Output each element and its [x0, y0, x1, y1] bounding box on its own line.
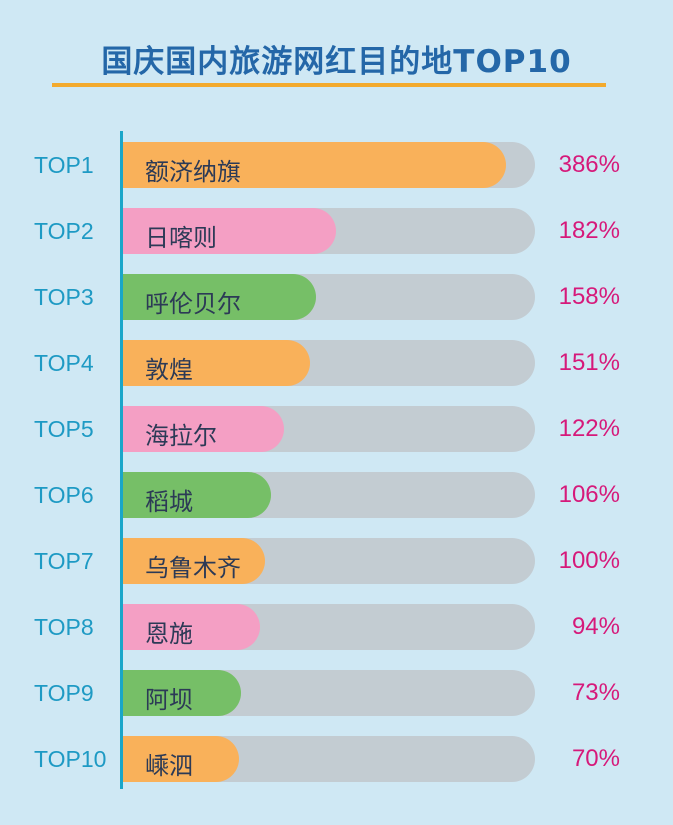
bar-fill	[123, 406, 285, 452]
bar-row: TOP7 乌鲁木齐 100%	[0, 538, 673, 584]
bar-fill	[123, 340, 310, 386]
bar-track	[123, 538, 535, 584]
rank-label: TOP10	[34, 746, 107, 772]
value-label: 386%	[558, 151, 620, 178]
rank-label: TOP5	[34, 416, 94, 442]
value-label: 73%	[571, 679, 620, 706]
value-label: 151%	[558, 349, 620, 376]
bar-row: TOP3 呼伦贝尔 158%	[0, 274, 673, 320]
rank-label: TOP9	[34, 680, 94, 706]
category-label: 海拉尔	[145, 422, 217, 450]
axis-line	[120, 131, 123, 789]
bar-fill	[123, 670, 242, 716]
bar-fill	[123, 142, 506, 188]
bar-fill	[123, 604, 261, 650]
category-label: 恩施	[145, 620, 193, 648]
bar-track	[123, 604, 535, 650]
bar-track	[123, 670, 535, 716]
bar-fill	[123, 736, 239, 782]
bar-row: TOP1 额济纳旗 386%	[0, 142, 673, 188]
bar-row: TOP4 敦煌 151%	[0, 340, 673, 386]
value-label: 94%	[571, 613, 620, 640]
category-label: 乌鲁木齐	[145, 554, 241, 582]
bar-track	[123, 208, 535, 254]
rank-label: TOP6	[34, 482, 94, 508]
value-label: 106%	[558, 481, 620, 508]
category-label: 额济纳旗	[145, 158, 241, 186]
category-label: 日喀则	[145, 224, 217, 252]
category-label: 阿坝	[145, 686, 193, 714]
bar-row: TOP2 日喀则 182%	[0, 208, 673, 254]
bar-row: TOP10 嵊泗 70%	[0, 736, 673, 782]
bar-row: TOP5 海拉尔 122%	[0, 406, 673, 452]
bar-fill	[123, 472, 271, 518]
rank-label: TOP2	[34, 218, 94, 244]
bar-row: TOP6 稻城 106%	[0, 472, 673, 518]
value-label: 182%	[558, 217, 620, 244]
value-label: 122%	[558, 415, 620, 442]
bar-track	[123, 472, 535, 518]
rank-label: TOP3	[34, 284, 94, 310]
chart-title: 国庆国内旅游网红目的地TOP10	[101, 44, 572, 80]
bar-track	[123, 340, 535, 386]
bar-track	[123, 736, 535, 782]
rank-label: TOP7	[34, 548, 94, 574]
category-label: 嵊泗	[145, 752, 193, 780]
rank-label: TOP8	[34, 614, 94, 640]
title-underline	[52, 83, 606, 87]
rank-label: TOP1	[34, 152, 94, 178]
bar-track	[123, 406, 535, 452]
bar-track	[123, 142, 535, 188]
category-label: 呼伦贝尔	[145, 290, 241, 318]
bar-row: TOP8 恩施 94%	[0, 604, 673, 650]
value-label: 70%	[571, 745, 620, 772]
value-label: 100%	[558, 547, 620, 574]
rank-label: TOP4	[34, 350, 94, 376]
category-label: 敦煌	[145, 356, 193, 384]
bar-fill	[123, 274, 316, 320]
bar-fill	[123, 208, 337, 254]
category-label: 稻城	[145, 488, 193, 516]
bar-fill	[123, 538, 266, 584]
bar-row: TOP9 阿坝 73%	[0, 670, 673, 716]
value-label: 158%	[558, 283, 620, 310]
bar-track	[123, 274, 535, 320]
